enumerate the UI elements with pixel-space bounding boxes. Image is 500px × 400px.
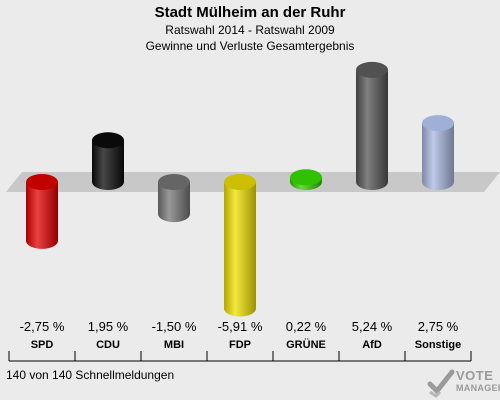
category-label-afd: AfD	[362, 339, 382, 351]
value-label-cdu: 1,95 %	[88, 319, 129, 334]
bar-top-cap-afd	[356, 61, 388, 78]
category-label-mbi: MBI	[164, 339, 184, 351]
chart-title: Stadt Mülheim an der Ruhr	[154, 4, 346, 21]
bar-body-spd	[26, 182, 58, 241]
logo-text-vote: VOTE	[456, 368, 494, 383]
value-label-spd: -2,75 %	[20, 319, 65, 334]
logo-text-manager: MANAGER	[456, 383, 500, 393]
category-label-fdp: FDP	[229, 339, 251, 351]
vote-manager-logo: VOTE MANAGER	[424, 366, 500, 400]
value-label-afd: 5,24 %	[352, 319, 393, 334]
category-label-sonstige: Sonstige	[415, 339, 461, 351]
bar-bottom-cap-fdp	[224, 300, 256, 317]
bar-top-cap-sonstige	[422, 115, 454, 132]
category-label-gruene: GRÜNE	[286, 338, 326, 351]
bar-afd	[356, 61, 388, 190]
bar-bottom-cap-spd	[26, 232, 58, 249]
bar-top-cap-fdp	[224, 174, 256, 190]
bar-body-fdp	[224, 182, 256, 309]
bar-fdp	[224, 174, 256, 317]
category-label-spd: SPD	[31, 339, 54, 351]
bar-top-cap-gruene	[290, 169, 322, 186]
bar-body-sonstige	[422, 123, 454, 182]
bar-bottom-cap-afd	[356, 174, 388, 190]
bar-body-afd	[356, 69, 388, 182]
chart-subtitle-elections: Ratswahl 2014 - Ratswahl 2009	[165, 23, 335, 37]
reporting-status: 140 von 140 Schnellmeldungen	[6, 368, 175, 382]
vote-manager-logo-icon	[427, 369, 455, 398]
chart-header: Stadt Mülheim an der Ruhr Ratswahl 2014 …	[0, 4, 500, 54]
bar-bottom-cap-cdu	[92, 174, 124, 190]
chart-subtitle-description: Gewinne und Verluste Gesamtergebnis	[145, 39, 355, 53]
bar-spd	[26, 174, 58, 249]
bar-cdu	[92, 132, 124, 190]
bar-top-cap-cdu	[92, 132, 124, 149]
bar-mbi	[158, 174, 190, 223]
value-label-fdp: -5,91 %	[218, 319, 263, 334]
bar-bottom-cap-mbi	[158, 206, 190, 223]
category-label-cdu: CDU	[96, 339, 120, 351]
bar-sonstige	[422, 115, 454, 190]
bar-gruene	[290, 169, 322, 190]
bar-bottom-cap-sonstige	[422, 174, 454, 190]
value-label-gruene: 0,22 %	[286, 319, 327, 334]
bar-top-cap-spd	[26, 174, 58, 190]
bar-top-cap-mbi	[158, 174, 190, 190]
value-label-sonstige: 2,75 %	[418, 319, 459, 334]
value-label-mbi: -1,50 %	[152, 319, 197, 334]
